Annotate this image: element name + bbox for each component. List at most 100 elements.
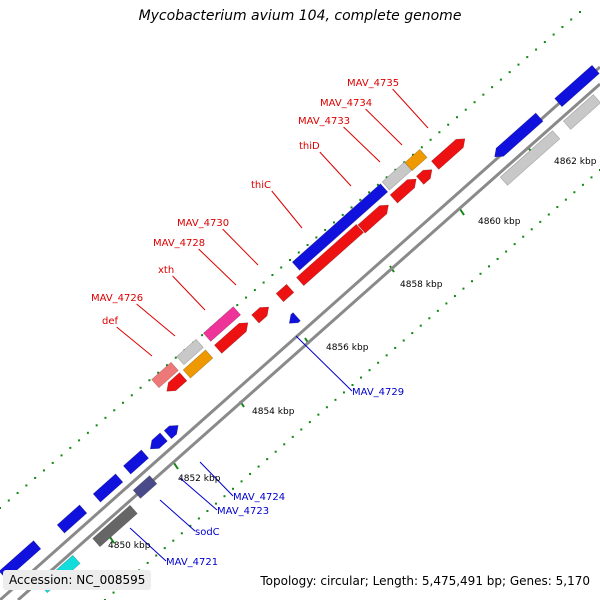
upper-tick-dot [271, 274, 274, 277]
upper-tick-dot [122, 401, 125, 404]
gene-MAV_4730-body [275, 283, 295, 303]
upper-tick-dot [447, 123, 450, 126]
gene-lower-body [296, 223, 364, 287]
lower-tick-dot [189, 524, 192, 527]
lower-tick-dot [300, 428, 303, 431]
lower-tick-dot [342, 391, 345, 394]
upper-tick-dot [0, 507, 1, 509]
upper-tick-dot [315, 236, 318, 239]
gene-upper-body [122, 449, 150, 475]
gene-label-MAV_4723: MAV_4723 [217, 506, 269, 517]
upper-tick-dot [517, 63, 520, 66]
lower-tick-dot [240, 480, 243, 483]
gene-thiC [291, 183, 389, 271]
gene-upper-body [149, 432, 168, 450]
leader-MAV_4723 [179, 477, 218, 511]
lower-tick-dot [112, 591, 115, 594]
gene-lower [296, 223, 364, 287]
gene-label-MAV_4730: MAV_4730 [177, 218, 229, 229]
gene-lower-right-body [499, 130, 561, 186]
upper-tick-dot [86, 431, 89, 434]
lower-tick-dot [206, 510, 209, 513]
upper-tick-dot [34, 476, 37, 479]
upper-tick-dot [201, 334, 204, 337]
lower-tick-dot [496, 257, 499, 260]
gene-sodC [92, 504, 138, 548]
gene-label-MAV_4735: MAV_4735 [347, 78, 399, 89]
lower-tick-dot [470, 280, 473, 283]
upper-tick-dot [350, 206, 353, 209]
gene-upper-body [56, 504, 88, 534]
gene-upper [92, 473, 124, 503]
leader-MAV_4734 [365, 108, 403, 146]
gene-lower-right [562, 94, 600, 130]
lower-tick-dot [530, 228, 533, 231]
upper-tick-dot [297, 251, 300, 254]
lower-tick-dot [445, 302, 448, 305]
leader-MAV_4721 [129, 527, 167, 562]
upper-tick-dot [385, 176, 388, 179]
leader-xth [172, 275, 206, 311]
gene-upper [149, 432, 168, 450]
lower-tick-dot [513, 243, 516, 246]
upper-tick-dot [359, 198, 362, 201]
leader-def [116, 326, 153, 357]
lower-tick-dot [308, 421, 311, 424]
gene-lower-body [415, 169, 433, 185]
upper-tick-dot [412, 153, 415, 156]
upper-tick-dot [262, 281, 265, 284]
upper-tick-dot [42, 469, 45, 472]
lower-tick-dot [377, 361, 380, 364]
upper-tick-dot [280, 266, 283, 269]
gene-lower [166, 372, 188, 392]
ruler-label: 4852 kbp [178, 474, 221, 484]
ruler-labels: 4850 kbp 4852 kbp 4854 kbp 4856 kbp 4858 kbp… [108, 157, 597, 551]
upper-tick-dot [324, 228, 327, 231]
upper-tick-dot [332, 221, 335, 224]
lower-tick-dot [539, 220, 542, 223]
upper-tick-dot [376, 183, 379, 186]
lower-tick-dot [223, 495, 226, 498]
gene-lower-right [499, 130, 561, 186]
lower-tick-dot [462, 287, 465, 290]
gene-MAV_4729 [288, 312, 301, 324]
upper-tick-dot [16, 491, 19, 494]
upper-tick-dot [535, 48, 538, 51]
upper-tick-dot [341, 213, 344, 216]
upper-tick-dot [25, 484, 28, 487]
gene-MAV_4724-arrow [163, 425, 179, 440]
upper-tick-dot [491, 86, 494, 89]
gene-lower [182, 349, 214, 379]
gene-MAV_4733-body [357, 204, 389, 234]
gene-lower [389, 178, 417, 204]
lower-tick-dot [394, 346, 397, 349]
gene-upper-right-body [494, 112, 544, 158]
gene-xth-body [202, 306, 242, 342]
upper-tick-dot [570, 18, 573, 21]
lower-tick-dot [522, 235, 525, 238]
lower-tick-dot [505, 250, 508, 253]
gene-MAV_4723-body [132, 475, 158, 499]
gene-upper-right-body [554, 64, 600, 108]
lower-tick-dot [488, 265, 491, 268]
gene-labels: def MAV_4726 xth MAV_4728 MAV_4730 thiC thiD MA… [91, 78, 404, 568]
lower-tick-dot [564, 198, 567, 201]
gene-label-sodC: sodC [195, 527, 220, 538]
label-leader-lines [116, 88, 429, 562]
lower-tick-dot [180, 532, 183, 535]
lower-tick-dot [479, 272, 482, 275]
gene-label-MAV_4728: MAV_4728 [153, 238, 205, 249]
upper-tick-dot [7, 499, 10, 502]
lower-tick-dot [172, 539, 175, 542]
upper-tick-dot [289, 259, 291, 261]
lower-tick-dot [411, 332, 414, 335]
lower-tick-dot [590, 176, 593, 179]
genome-stats: Topology: circular; Length: 5,475,491 bp… [260, 574, 590, 588]
gene-def-body [151, 361, 179, 389]
major-tick [109, 536, 115, 544]
leader-MAV_4730 [222, 228, 259, 266]
lower-tick-dot [573, 191, 576, 194]
ruler-label: 4850 kbp [108, 541, 151, 551]
gene-lower-right-body [562, 94, 600, 130]
